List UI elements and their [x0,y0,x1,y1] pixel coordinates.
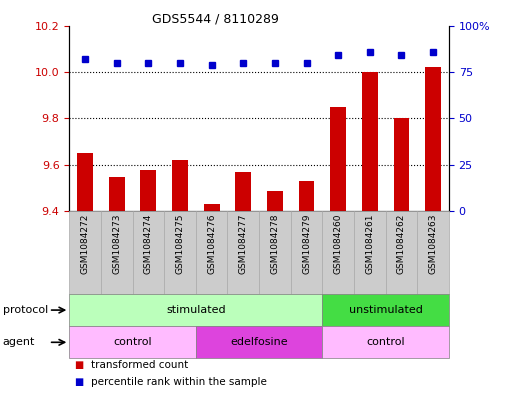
Text: GSM1084272: GSM1084272 [81,214,90,274]
Text: unstimulated: unstimulated [349,305,423,315]
Bar [164,211,196,294]
Text: stimulated: stimulated [166,305,226,315]
Bar [196,326,322,358]
Bar [132,211,164,294]
Text: control: control [113,337,152,347]
Text: GSM1084279: GSM1084279 [302,214,311,274]
Bar [362,72,378,211]
Bar [235,172,251,211]
Text: GSM1084278: GSM1084278 [270,214,280,274]
Bar [322,294,449,326]
Bar [172,160,188,211]
Bar [386,211,417,294]
Text: percentile rank within the sample: percentile rank within the sample [91,377,267,387]
Bar [259,211,291,294]
Text: ■: ■ [74,377,84,387]
Text: GSM1084263: GSM1084263 [428,214,438,274]
Text: GDS5544 / 8110289: GDS5544 / 8110289 [152,13,279,26]
Bar [393,118,409,211]
Bar [322,326,449,358]
Bar [109,176,125,211]
Text: GSM1084262: GSM1084262 [397,214,406,274]
Bar [291,211,322,294]
Text: GSM1084277: GSM1084277 [239,214,248,274]
Text: transformed count: transformed count [91,360,188,370]
Bar [196,211,227,294]
Bar [69,326,196,358]
Bar [69,294,322,326]
Bar [227,211,259,294]
Text: GSM1084275: GSM1084275 [175,214,185,274]
Bar [354,211,386,294]
Bar [267,191,283,211]
Bar [417,211,449,294]
Bar [330,107,346,211]
Bar [322,211,354,294]
Bar [77,153,93,211]
Text: control: control [366,337,405,347]
Text: GSM1084260: GSM1084260 [333,214,343,274]
Bar [141,170,156,211]
Text: GSM1084274: GSM1084274 [144,214,153,274]
Bar [204,204,220,211]
Text: protocol: protocol [3,305,48,315]
Text: agent: agent [3,337,35,347]
Bar [425,67,441,211]
Text: GSM1084273: GSM1084273 [112,214,121,274]
Text: GSM1084261: GSM1084261 [365,214,374,274]
Bar [299,181,314,211]
Text: GSM1084276: GSM1084276 [207,214,216,274]
Text: edelfosine: edelfosine [230,337,288,347]
Bar [101,211,132,294]
Text: ■: ■ [74,360,84,370]
Bar [69,211,101,294]
